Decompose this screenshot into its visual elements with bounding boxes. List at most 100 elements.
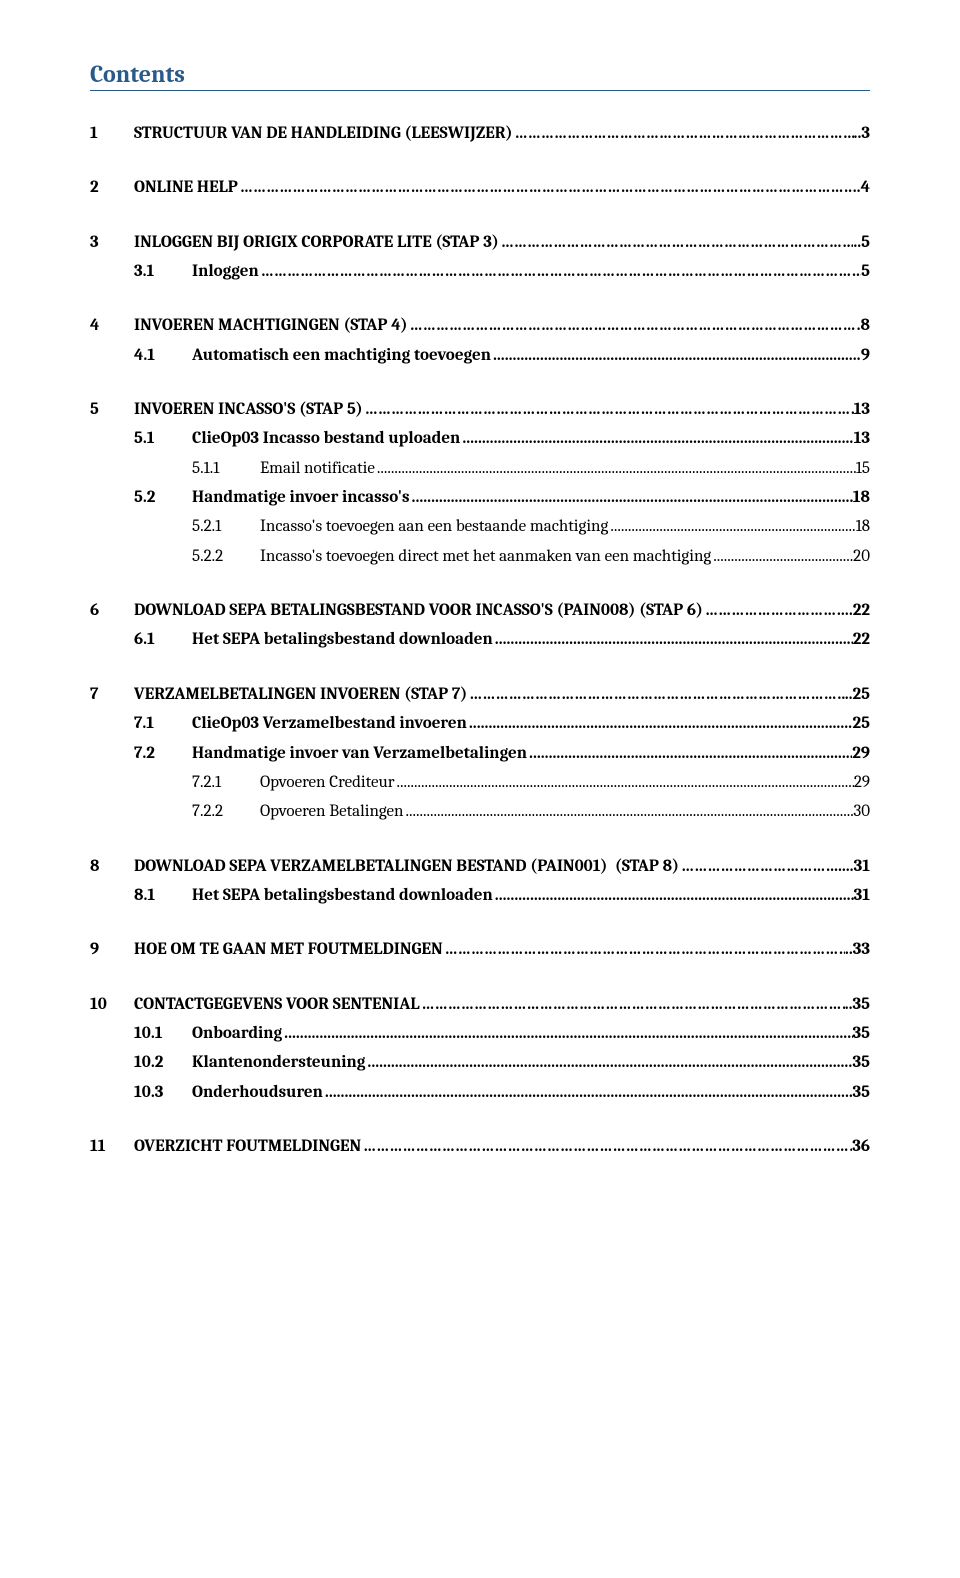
toc-text: Handmatige invoer incasso's [192, 485, 410, 511]
toc-leader: ........................................… [365, 1050, 852, 1076]
toc-leader: …………………………………………………………………………………………………………… [679, 854, 838, 880]
toc-page: 18 [856, 514, 870, 540]
toc-entry[interactable]: 5.1.1Email notificatie..................… [90, 456, 870, 482]
toc-entry[interactable]: 8DOWNLOAD SEPA VERZAMELBETALINGEN BESTAN… [90, 854, 870, 880]
toc-entry[interactable]: 5.2Handmatige invoer incasso's..........… [90, 485, 870, 511]
toc-entry[interactable]: 10CONTACTGEGEVENS VOOR SENTENIAL……………………… [90, 992, 870, 1018]
toc-section: 2ONLINE HELP…………………………………………………………………………… [90, 175, 870, 201]
toc-leader: …………………………………………………………………………………………………………… [238, 175, 853, 201]
toc-entry[interactable]: 4INVOEREN MACHTIGINGEN (STAP 4)………………………… [90, 313, 870, 339]
toc-page: 13 [854, 397, 870, 423]
toc-number: 3.1 [134, 259, 192, 285]
toc-text: STRUCTUUR VAN DE HANDLEIDING (LEESWIJZER… [134, 121, 513, 147]
toc-text: INVOEREN MACHTIGINGEN (STAP 4) [134, 313, 408, 339]
toc-entry[interactable]: 7.1ClieOp03 Verzamelbestand invoeren....… [90, 711, 870, 737]
toc-leader: …………………………………………………………………………………………………………… [499, 230, 854, 256]
toc-page: 20 [853, 544, 870, 570]
toc-entry[interactable]: 5.2.1Incasso's toevoegen aan een bestaan… [90, 514, 870, 540]
toc-leader: ........................................… [395, 770, 854, 796]
toc-entry[interactable]: 7.2Handmatige invoer van Verzamelbetalin… [90, 741, 870, 767]
toc-number: 8 [90, 854, 134, 880]
toc-text: ClieOp03 Verzamelbestand invoeren [192, 711, 467, 737]
toc-page: ..25 [845, 682, 870, 708]
toc-section: 9HOE OM TE GAAN MET FOUTMELDINGEN…………………… [90, 937, 870, 963]
toc-leader: …………………………………………………………………………………………………………… [513, 121, 854, 147]
toc-text: Incasso's toevoegen direct met het aanma… [260, 544, 711, 570]
toc-text: ClieOp03 Incasso bestand uploaden [192, 426, 460, 452]
toc-number: 2 [90, 175, 134, 201]
toc-section: 8DOWNLOAD SEPA VERZAMELBETALINGEN BESTAN… [90, 854, 870, 910]
toc-number: 5.1.1 [192, 456, 260, 482]
toc-leader: ........................................… [608, 514, 855, 540]
toc-page: 30 [853, 799, 870, 825]
toc-leader: …………………………………………………………………………………………………………… [408, 313, 857, 339]
toc-entry[interactable]: 4.1Automatisch een machtiging toevoegen.… [90, 343, 870, 369]
toc-entry[interactable]: 6.1Het SEPA betalingsbestand downloaden.… [90, 627, 870, 653]
toc-leader: ........................................… [282, 1021, 852, 1047]
toc-page: ..3 [854, 121, 870, 147]
toc-leader: ........................................… [323, 1080, 853, 1106]
toc-leader: ........................................… [375, 456, 856, 482]
toc-entry[interactable]: 7.2.1Opvoeren Crediteur.................… [90, 770, 870, 796]
toc-entry[interactable]: 10.1Onboarding..........................… [90, 1021, 870, 1047]
toc-page: 15 [856, 456, 870, 482]
toc-text: Automatisch een machtiging toevoegen [192, 343, 491, 369]
toc-text: Het SEPA betalingsbestand downloaden [192, 883, 493, 909]
toc-section: 1STRUCTUUR VAN DE HANDLEIDING (LEESWIJZE… [90, 121, 870, 147]
toc-page: 35 [853, 1080, 870, 1106]
toc-page: ..4 [853, 175, 870, 201]
toc-number: 8.1 [134, 883, 192, 909]
toc-number: 6 [90, 598, 134, 624]
toc-page: ..33 [845, 937, 870, 963]
toc-page: 35 [853, 1021, 870, 1047]
toc-leader: ........................................… [460, 426, 853, 452]
toc-leader: ........................................… [493, 627, 853, 653]
toc-entry[interactable]: 9HOE OM TE GAAN MET FOUTMELDINGEN…………………… [90, 937, 870, 963]
toc-text: CONTACTGEGEVENS VOOR SENTENIAL [134, 992, 420, 1018]
toc-page: 36 [852, 1134, 870, 1160]
toc-entry[interactable]: 7.2.2Opvoeren Betalingen................… [90, 799, 870, 825]
toc-entry[interactable]: 5.2.2Incasso's toevoegen direct met het … [90, 544, 870, 570]
toc-number: 10.1 [134, 1021, 192, 1047]
toc-entry[interactable]: 1STRUCTUUR VAN DE HANDLEIDING (LEESWIJZE… [90, 121, 870, 147]
toc-number: 9 [90, 937, 134, 963]
toc-entry[interactable]: 3INLOGGEN BIJ ORIGIX CORPORATE LITE (STA… [90, 230, 870, 256]
page-title: Contents [90, 60, 870, 91]
toc-entry[interactable]: 2ONLINE HELP…………………………………………………………………………… [90, 175, 870, 201]
toc-entry[interactable]: 6DOWNLOAD SEPA BETALINGSBESTAND VOOR INC… [90, 598, 870, 624]
toc-number: 1 [90, 121, 134, 147]
toc-number: 7.2.1 [192, 770, 260, 796]
toc-number: 10.3 [134, 1080, 192, 1106]
toc-number: 10.2 [134, 1050, 192, 1076]
toc-page: ..5 [853, 230, 870, 256]
toc-leader: ........................................… [493, 883, 854, 909]
toc-page: 29 [854, 770, 870, 796]
toc-text: Het SEPA betalingsbestand downloaden [192, 627, 493, 653]
toc-page: 18 [853, 485, 870, 511]
toc-entry[interactable]: 7VERZAMELBETALINGEN INVOEREN (STAP 7)………… [90, 682, 870, 708]
toc-number: 5.2.1 [192, 514, 260, 540]
toc-entry[interactable]: 3.1Inloggen……………………………………………………………………………… [90, 259, 870, 285]
table-of-contents: 1STRUCTUUR VAN DE HANDLEIDING (LEESWIJZE… [90, 121, 870, 1160]
toc-entry[interactable]: 5.1ClieOp03 Incasso bestand uploaden....… [90, 426, 870, 452]
toc-leader: …………………………………………………………………………………………………………… [420, 992, 845, 1018]
toc-entry[interactable]: 5INVOEREN INCASSO'S (STAP 5)………………………………… [90, 397, 870, 423]
toc-leader: ........................................… [491, 343, 861, 369]
toc-number: 6.1 [134, 627, 192, 653]
toc-text: INLOGGEN BIJ ORIGIX CORPORATE LITE (STAP… [134, 230, 499, 256]
toc-page: .8 [857, 313, 870, 339]
toc-section: 3INLOGGEN BIJ ORIGIX CORPORATE LITE (STA… [90, 230, 870, 286]
toc-page: 35 [853, 1050, 870, 1076]
toc-page: ....31 [838, 854, 870, 880]
toc-leader: ........................................… [467, 711, 853, 737]
toc-entry[interactable]: 11OVERZICHT FOUTMELDINGEN………………………………………… [90, 1134, 870, 1160]
toc-text: Email notificatie [260, 456, 375, 482]
toc-page: 25 [853, 711, 870, 737]
toc-text: DOWNLOAD SEPA BETALINGSBESTAND VOOR INCA… [134, 598, 703, 624]
toc-leader: …………………………………………………………………………………………………………… [703, 598, 849, 624]
toc-entry[interactable]: 8.1Het SEPA betalingsbestand downloaden.… [90, 883, 870, 909]
toc-entry[interactable]: 10.3Onderhoudsuren......................… [90, 1080, 870, 1106]
toc-number: 7.2.2 [192, 799, 260, 825]
toc-entry[interactable]: 10.2Klantenondersteuning................… [90, 1050, 870, 1076]
toc-number: 11 [90, 1134, 134, 1160]
